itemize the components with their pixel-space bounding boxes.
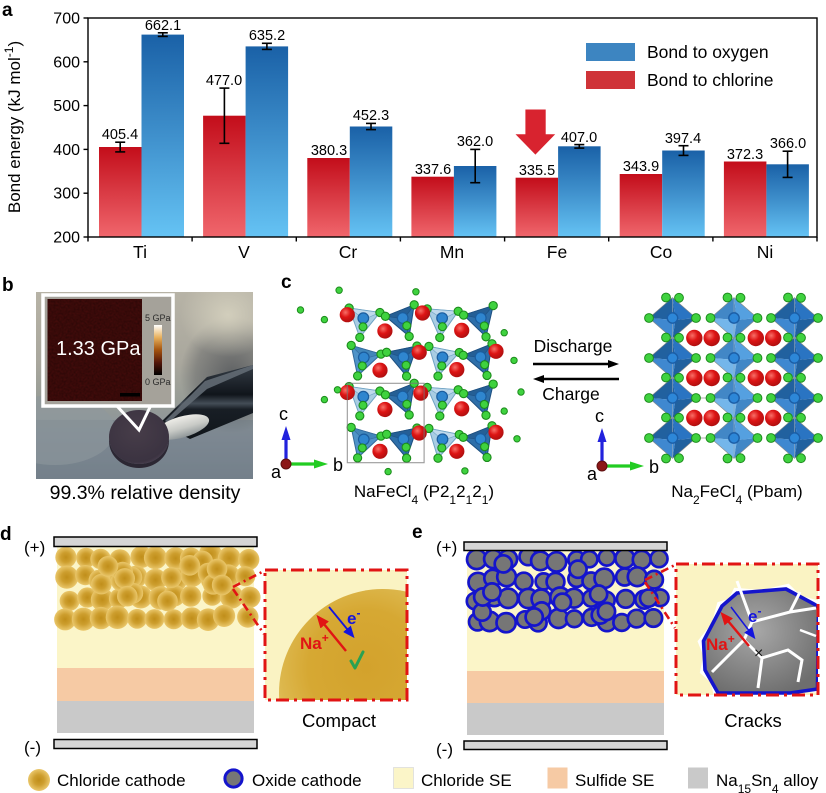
svg-text:337.6: 337.6	[415, 162, 451, 178]
svg-text:300: 300	[53, 186, 80, 203]
svg-text:662.1: 662.1	[145, 18, 181, 34]
svg-text:405.4: 405.4	[102, 127, 138, 143]
svg-text:b: b	[2, 275, 14, 296]
svg-text:Mn: Mn	[440, 242, 464, 262]
svg-text:Discharge: Discharge	[534, 336, 613, 356]
svg-text:d: d	[0, 524, 12, 545]
svg-text:362.0: 362.0	[457, 134, 493, 150]
svg-text:Ti: Ti	[133, 242, 147, 262]
svg-text:(-): (-)	[436, 740, 453, 759]
svg-text:b: b	[649, 457, 659, 477]
svg-text:366.0: 366.0	[770, 136, 806, 152]
svg-text:Charge: Charge	[542, 384, 599, 404]
svg-text:380.3: 380.3	[311, 143, 347, 159]
svg-text:372.3: 372.3	[727, 147, 763, 163]
svg-text:Ni: Ni	[757, 242, 774, 262]
svg-text:Cr: Cr	[339, 242, 358, 262]
svg-text:Bond to chlorine: Bond to chlorine	[647, 70, 773, 90]
svg-text:452.3: 452.3	[353, 108, 389, 124]
svg-text:c: c	[279, 404, 288, 424]
svg-text:400: 400	[53, 142, 80, 159]
svg-text:NaFeCl4 (P212121): NaFeCl4 (P212121)	[354, 482, 494, 507]
svg-text:Na+: Na+	[706, 632, 735, 654]
svg-text:Sulfide SE: Sulfide SE	[575, 771, 654, 790]
svg-text:700: 700	[53, 11, 80, 28]
svg-text:335.5: 335.5	[519, 163, 555, 179]
svg-text:Bond to oxygen: Bond to oxygen	[647, 42, 769, 62]
svg-text:c: c	[595, 406, 604, 426]
svg-text:477.0: 477.0	[206, 73, 242, 89]
svg-text:V: V	[238, 242, 250, 262]
svg-text:635.2: 635.2	[249, 28, 285, 44]
svg-text:(+): (+)	[24, 538, 45, 557]
svg-text:×: ×	[754, 645, 763, 662]
svg-text:e: e	[412, 522, 423, 543]
svg-text:Bond energy (kJ mol-1): Bond energy (kJ mol-1)	[2, 41, 24, 213]
svg-text:(-): (-)	[24, 738, 41, 757]
svg-text:Compact: Compact	[302, 710, 376, 731]
svg-text:Na2FeCl4 (Pbam): Na2FeCl4 (Pbam)	[671, 482, 802, 507]
svg-text:b: b	[333, 455, 343, 475]
svg-text:600: 600	[53, 54, 80, 71]
svg-text:99.3% relative density: 99.3% relative density	[50, 482, 241, 504]
svg-text:Cracks: Cracks	[724, 710, 782, 731]
svg-text:200: 200	[53, 230, 80, 247]
svg-text:Na+: Na+	[300, 631, 329, 653]
svg-text:Na15Sn4 alloy: Na15Sn4 alloy	[716, 771, 819, 793]
svg-text:1.33 GPa: 1.33 GPa	[56, 338, 141, 360]
svg-text:500: 500	[53, 98, 80, 115]
svg-text:Chloride SE: Chloride SE	[421, 771, 512, 790]
svg-text:a: a	[587, 464, 598, 484]
svg-text:397.4: 397.4	[665, 131, 701, 147]
svg-text:Chloride cathode: Chloride cathode	[57, 771, 186, 790]
svg-text:407.0: 407.0	[561, 130, 597, 146]
svg-text:5 GPa: 5 GPa	[145, 313, 171, 323]
svg-text:Oxide cathode: Oxide cathode	[252, 771, 362, 790]
svg-text:343.9: 343.9	[623, 159, 659, 175]
svg-text:Co: Co	[650, 242, 672, 262]
svg-text:0 GPa: 0 GPa	[145, 377, 171, 387]
svg-text:(+): (+)	[436, 538, 457, 557]
svg-text:c: c	[281, 272, 292, 293]
svg-text:Fe: Fe	[547, 242, 567, 262]
svg-text:a: a	[271, 462, 282, 482]
svg-text:a: a	[2, 0, 13, 21]
